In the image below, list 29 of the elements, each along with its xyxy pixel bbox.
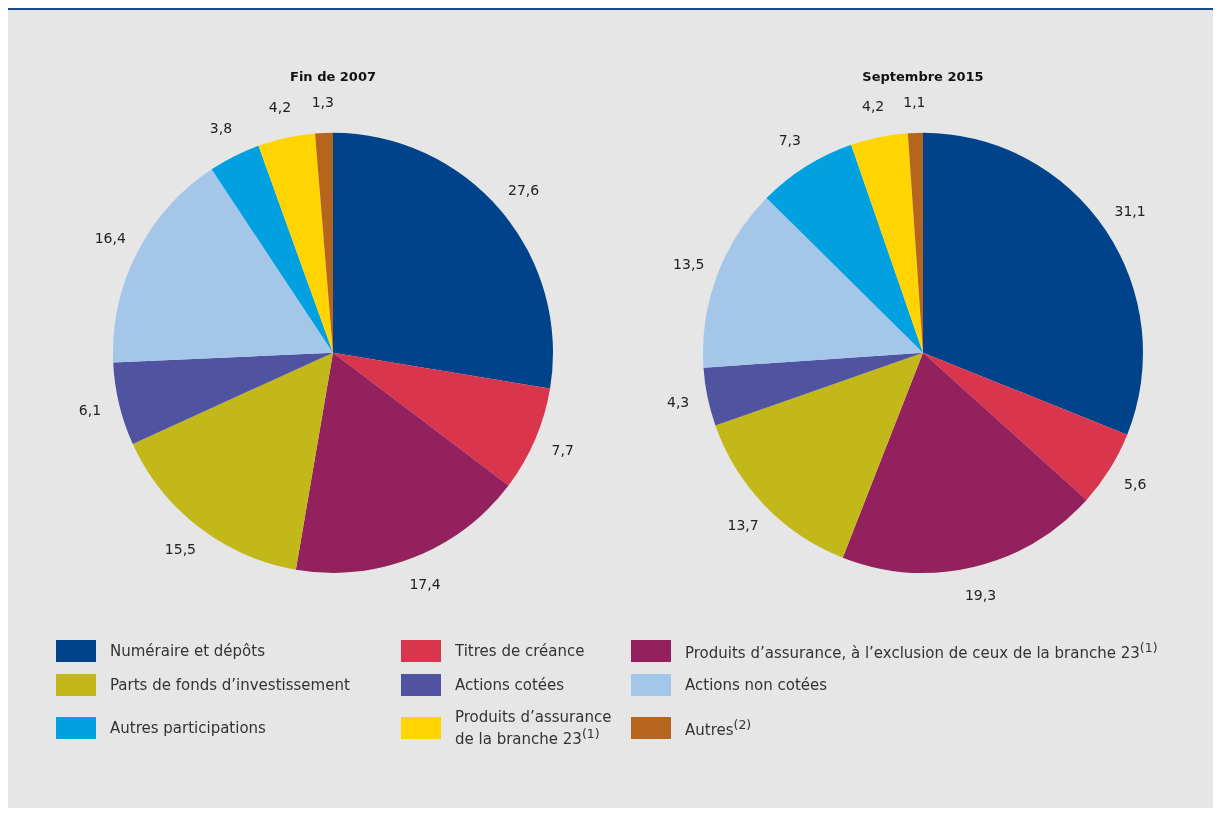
data-label: 4,2 — [268, 99, 292, 116]
legend-label: Titres de créance — [455, 642, 586, 660]
data-label: 6,1 — [78, 401, 102, 418]
data-label: 7,3 — [778, 131, 801, 148]
data-label: 27,6 — [508, 181, 540, 198]
data-label: 4,3 — [666, 393, 690, 410]
legend-label: Actions non cotées — [685, 676, 829, 694]
legend-label: Numéraire et dépôts — [110, 642, 266, 660]
data-label: 16,4 — [94, 229, 126, 246]
chart-title: Septembre 2015 — [862, 69, 984, 85]
data-label: 17,4 — [409, 575, 441, 592]
data-label: 31,1 — [1114, 203, 1146, 220]
data-label: 19,3 — [964, 586, 997, 603]
data-label: 7,7 — [551, 442, 574, 459]
data-label: 13,7 — [727, 517, 759, 533]
data-label: 13,5 — [673, 256, 705, 273]
data-label: 3,8 — [209, 119, 233, 136]
data-label: 5,6 — [1124, 475, 1147, 492]
data-label: 4,2 — [861, 98, 885, 115]
legend-label: Produits d’assurance de la branche 23$^{(1)}$ — [455, 708, 613, 748]
legend-label: Produits d’assurance, à l’exclusion de ceux de la branche 23$^{(1)}$ — [685, 640, 1159, 662]
data-label: 15,5 — [164, 541, 196, 558]
legend-label: Autres participations — [110, 719, 267, 737]
data-label: 1,1 — [903, 93, 926, 110]
legend-label: Actions cotées — [455, 676, 566, 694]
chart-title: Fin de 2007 — [290, 69, 376, 85]
legend-label: Autres$^{(2)}$ — [685, 717, 753, 739]
data-label: 1,3 — [311, 93, 334, 110]
legend-label: Parts de fonds d’investissement — [110, 676, 351, 694]
